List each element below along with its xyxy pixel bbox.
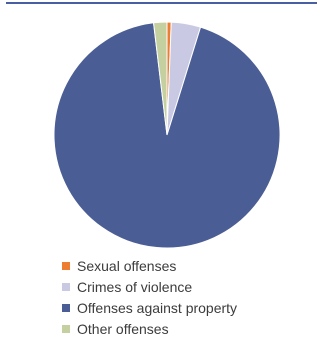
pie-chart xyxy=(53,21,281,249)
legend-item-offenses-against-property: Offenses against property xyxy=(62,297,237,318)
pie-svg xyxy=(53,21,281,249)
legend-label: Other offenses xyxy=(77,320,169,337)
legend-item-crimes-of-violence: Crimes of violence xyxy=(62,276,237,297)
chart-legend: Sexual offenses Crimes of violence Offen… xyxy=(62,255,237,339)
pie-slice-other-offenses xyxy=(152,21,168,136)
legend-swatch xyxy=(62,324,70,333)
legend-item-sexual-offenses: Sexual offenses xyxy=(62,255,237,276)
pie-slice-offenses-against-property xyxy=(53,22,281,249)
top-rule xyxy=(6,2,317,4)
legend-label: Crimes of violence xyxy=(77,278,193,295)
legend-item-other-offenses: Other offenses xyxy=(62,318,237,339)
legend-label: Sexual offenses xyxy=(77,257,177,274)
legend-swatch xyxy=(62,261,70,270)
legend-label: Offenses against property xyxy=(77,299,238,316)
legend-swatch xyxy=(62,303,70,312)
legend-swatch xyxy=(62,282,70,291)
